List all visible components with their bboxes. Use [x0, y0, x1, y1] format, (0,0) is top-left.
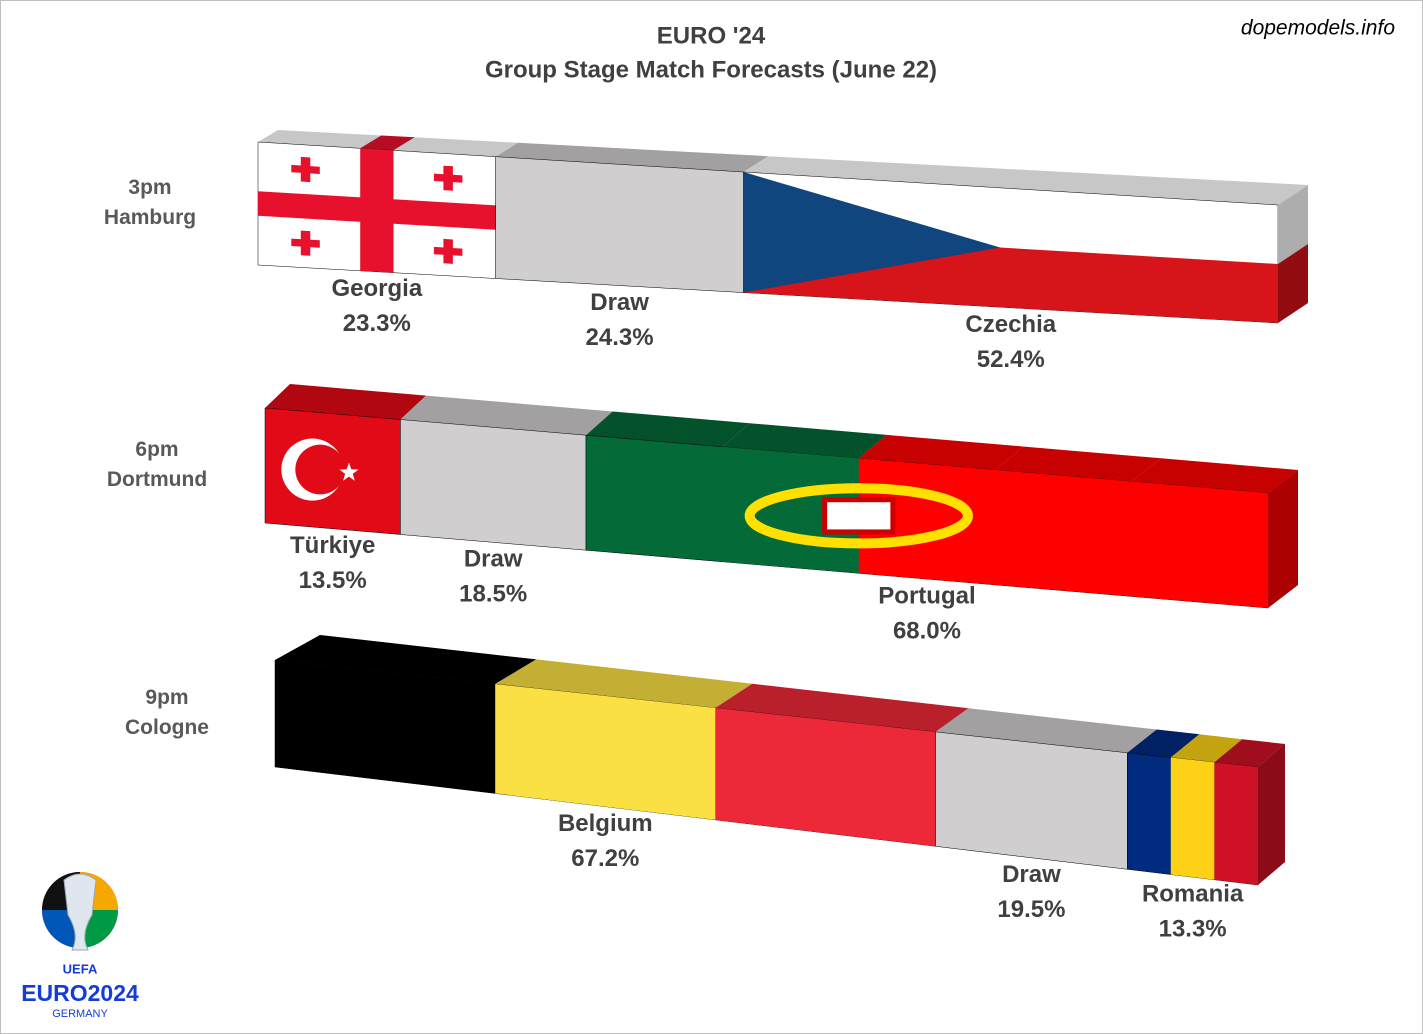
top-face [586, 411, 750, 447]
end-shade [1278, 185, 1308, 264]
top-face [935, 708, 1157, 753]
source: dopemodels.info [1241, 17, 1395, 40]
segment-value-label: 13.5% [299, 567, 367, 594]
end-shade [1258, 744, 1285, 885]
top-shade [1214, 739, 1285, 767]
end-face [1258, 744, 1285, 885]
segment-value-label: 52.4% [977, 346, 1045, 373]
logo-trophy [42, 872, 118, 951]
top-face [1131, 458, 1298, 493]
top-face [400, 395, 613, 436]
flag-detail [443, 165, 453, 191]
segment-value-label: 19.5% [997, 896, 1065, 923]
segment-name: Belgium [558, 810, 653, 837]
flag-detail [339, 462, 359, 481]
segment-name: Czechia [965, 311, 1056, 338]
logo-name: EURO2024 [21, 980, 139, 1006]
segment-value-label: 68.0% [893, 617, 961, 644]
flag-detail [1214, 762, 1258, 885]
segment-name: Portugal [878, 582, 975, 609]
row-time: 3pm [128, 176, 171, 199]
top-face [715, 683, 969, 732]
top-face [495, 659, 753, 708]
flag-detail [743, 172, 1001, 293]
top-face [1127, 729, 1200, 758]
flag-detail [822, 497, 896, 535]
flag-detail [300, 230, 311, 256]
top-shade [265, 384, 427, 420]
top-shade [495, 659, 753, 708]
bar-segment [495, 156, 744, 293]
top-shade [586, 411, 750, 447]
top-shade [1131, 458, 1298, 493]
end-shade [1278, 244, 1308, 323]
flag-detail [995, 469, 1132, 597]
segment-name: Draw [590, 289, 649, 316]
segment-name: Draw [1002, 861, 1061, 888]
logo-org: UEFA [63, 961, 98, 976]
flag-detail [1131, 481, 1268, 608]
segment-name: Draw [464, 546, 523, 573]
top-face [722, 423, 887, 459]
top-shade [495, 142, 769, 172]
logo-country: GERMANY [52, 1008, 108, 1020]
top-shade [1170, 734, 1243, 763]
top-shade [743, 156, 1308, 205]
flag-detail [744, 483, 973, 549]
bar-segment [935, 731, 1128, 870]
top-shade [935, 708, 1157, 753]
segment-value-label: 13.3% [1159, 915, 1227, 942]
row-venue: Hamburg [104, 206, 196, 229]
row-venue: Cologne [125, 716, 209, 739]
segment-name: Türkiye [290, 532, 375, 559]
top-shade [393, 137, 518, 157]
flag-detail [295, 444, 345, 495]
end-face [1278, 185, 1308, 264]
top-shade [360, 135, 415, 151]
top-shade [275, 635, 537, 684]
flag-detail [443, 238, 453, 264]
end-shade [1268, 470, 1298, 608]
bar-segment [400, 419, 587, 551]
top-shade [858, 434, 1024, 470]
top-face [743, 156, 1308, 205]
flag-detail [300, 156, 311, 183]
segment-name: Romania [1142, 880, 1244, 907]
top-face [265, 384, 427, 420]
row-venue: Dortmund [107, 468, 207, 491]
flag-detail [495, 684, 716, 820]
top-face [995, 446, 1161, 482]
top-shade [995, 446, 1161, 482]
top-shade [715, 683, 969, 732]
flag-detail [715, 707, 936, 847]
top-shade [400, 395, 613, 436]
segment-value-label: 18.5% [459, 581, 527, 608]
top-shade [722, 423, 887, 459]
segment-name: Georgia [331, 275, 422, 302]
top-face [393, 137, 518, 157]
segment-value-label: 67.2% [571, 845, 639, 872]
row-time: 9pm [145, 686, 188, 709]
top-face [495, 142, 769, 172]
top-face [1214, 739, 1285, 767]
top-face [858, 434, 1024, 470]
chart-title: EURO '24 [657, 22, 766, 49]
top-face [1170, 734, 1243, 763]
segment-value-label: 23.3% [343, 310, 411, 337]
chart-subtitle: Group Stage Match Forecasts (June 22) [485, 56, 937, 83]
top-shade [1127, 729, 1200, 758]
flag-detail [1170, 757, 1215, 880]
end-face [1278, 244, 1308, 323]
flag-detail [360, 148, 394, 273]
top-face [275, 635, 537, 684]
segment-value-label: 24.3% [586, 324, 654, 351]
end-face [1268, 470, 1298, 608]
row-time: 6pm [135, 438, 178, 461]
top-face [360, 135, 415, 151]
